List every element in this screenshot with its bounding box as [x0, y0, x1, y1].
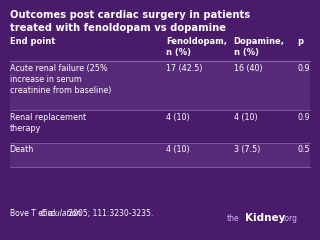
Text: 4 (10): 4 (10) [166, 145, 190, 154]
Text: 3 (7.5): 3 (7.5) [234, 145, 260, 154]
Text: Kidney: Kidney [245, 213, 285, 223]
Text: Circulation: Circulation [41, 209, 82, 218]
FancyBboxPatch shape [10, 62, 310, 110]
FancyBboxPatch shape [10, 112, 310, 143]
Text: Renal replacement
therapy: Renal replacement therapy [10, 113, 86, 133]
Text: treated with fenoldopam vs dopamine: treated with fenoldopam vs dopamine [10, 23, 226, 33]
Text: Bove T et al: Bove T et al [10, 209, 57, 218]
Text: 4 (10): 4 (10) [234, 113, 257, 122]
Text: 2005; 111:3230-3235.: 2005; 111:3230-3235. [66, 209, 153, 218]
Text: p: p [298, 37, 304, 46]
Text: 4 (10): 4 (10) [166, 113, 190, 122]
Text: Dopamine,
n (%): Dopamine, n (%) [234, 37, 284, 57]
Text: 0.9: 0.9 [298, 113, 310, 122]
Text: Death: Death [10, 145, 34, 154]
FancyBboxPatch shape [10, 144, 310, 167]
Text: 17 (42.5): 17 (42.5) [166, 64, 203, 72]
Text: 16 (40): 16 (40) [234, 64, 262, 72]
Text: End point: End point [10, 37, 55, 46]
Text: .org: .org [283, 214, 298, 223]
Text: Fenoldopam,
n (%): Fenoldopam, n (%) [166, 37, 228, 57]
Text: the: the [227, 214, 240, 223]
Text: 0.9: 0.9 [298, 64, 310, 72]
Text: Acute renal failure (25%
increase in serum
creatinine from baseline): Acute renal failure (25% increase in ser… [10, 64, 111, 95]
Text: Outcomes post cardiac surgery in patients: Outcomes post cardiac surgery in patient… [10, 10, 250, 20]
Text: 0.5: 0.5 [298, 145, 310, 154]
